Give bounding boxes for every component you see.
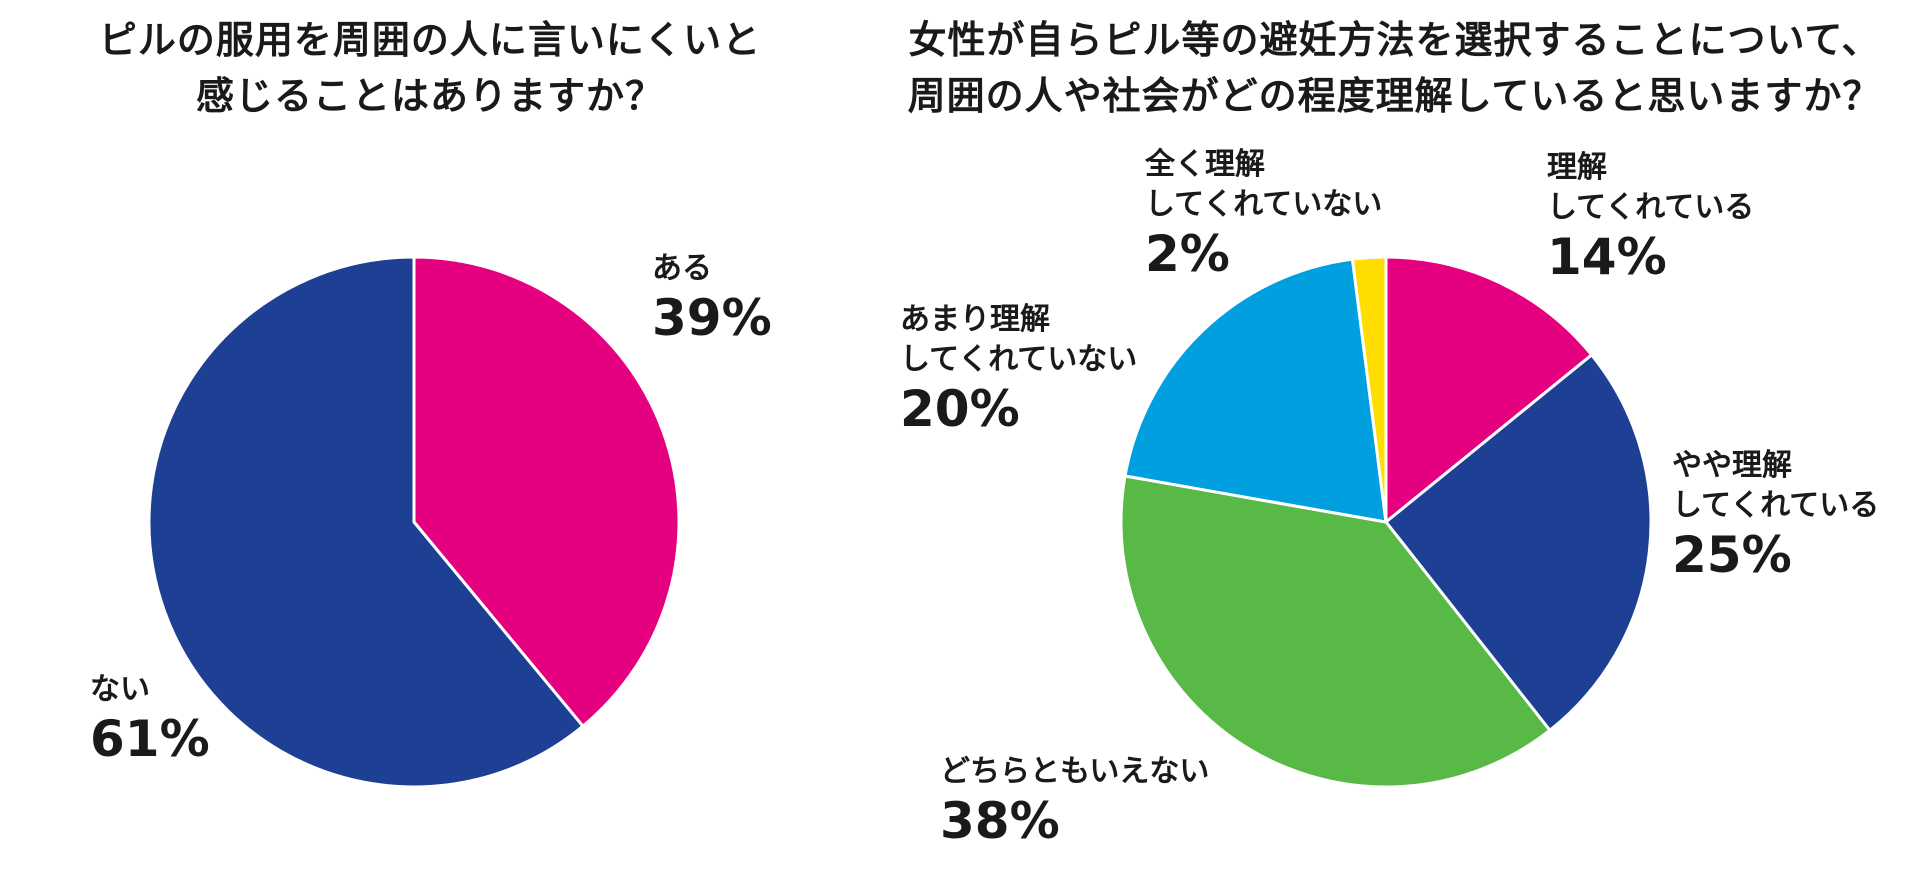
slice-label-dochira-tomo: どちらともいえない 38% <box>940 752 1209 850</box>
slice-label-rikai: 理解 してくれている 14% <box>1547 148 1754 286</box>
slice-label-percent: 14% <box>1547 228 1667 286</box>
pie-slice <box>412 255 681 728</box>
slice-label-percent: 20% <box>900 380 1020 438</box>
slice-label-text: ある <box>652 251 712 286</box>
pie-slice <box>1350 255 1388 524</box>
slice-label-text: 全く理解 <box>1145 147 1265 182</box>
slice-label-text: 理解 <box>1547 150 1607 185</box>
slice-label-percent: 39% <box>652 289 772 347</box>
pie-slice <box>1384 353 1653 732</box>
pie-chart-left <box>147 255 681 789</box>
slice-label-percent: 38% <box>940 792 1060 850</box>
chart-title: 女性が自らピル等の避妊方法を選択することについて、 周囲の人や社会がどの程度理解… <box>860 12 1929 124</box>
slice-label-text: してくれている <box>1547 190 1755 225</box>
pie-chart-right <box>1119 255 1653 789</box>
slice-label-text: どちらともいえない <box>940 754 1210 789</box>
slice-label-text: ない <box>90 672 150 707</box>
slice-label-text: してくれている <box>1672 488 1880 523</box>
slice-label-text: してくれていない <box>1145 187 1383 222</box>
chart-title-line: 感じることはありますか？ <box>195 74 664 118</box>
pie-slice <box>1119 474 1552 789</box>
slice-label-percent: 61% <box>90 710 210 768</box>
chart-left: ピルの服用を周囲の人に言いにくいと 感じることはありますか？ ある 39% ない… <box>0 0 860 882</box>
slice-label-yaya-rikai: やや理解 してくれている 25% <box>1672 446 1879 584</box>
slice-label-percent: 2% <box>1145 225 1230 283</box>
chart-title: ピルの服用を周囲の人に言いにくいと 感じることはありますか？ <box>0 12 860 124</box>
slice-label-text: あまり理解 <box>900 302 1050 337</box>
slice-label-text: してくれていない <box>900 342 1138 377</box>
slice-label-aru: ある 39% <box>652 249 772 347</box>
pie-slice <box>1123 257 1388 524</box>
slice-label-percent: 25% <box>1672 526 1792 584</box>
chart-title-line: 女性が自らピル等の避妊方法を選択することについて、 <box>908 18 1881 62</box>
slice-label-mattaku-rikai: 全く理解 してくれていない 2% <box>1145 145 1382 283</box>
slice-label-amari-rikai: あまり理解 してくれていない 20% <box>900 300 1137 438</box>
pie-slice <box>147 255 585 789</box>
chart-title-line: 周囲の人や社会がどの程度理解していると思いますか？ <box>907 74 1882 118</box>
chart-right: 女性が自らピル等の避妊方法を選択することについて、 周囲の人や社会がどの程度理解… <box>860 0 1929 882</box>
slice-label-nai: ない 61% <box>90 670 210 768</box>
pie-slice <box>1384 255 1594 524</box>
chart-title-line: ピルの服用を周囲の人に言いにくいと <box>98 18 762 62</box>
slice-label-text: やや理解 <box>1672 448 1792 483</box>
